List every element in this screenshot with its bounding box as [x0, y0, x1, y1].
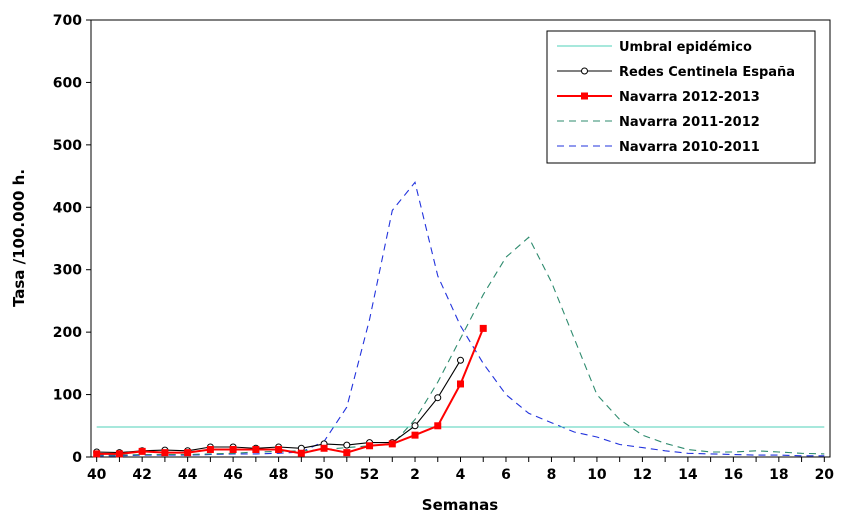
data-point — [457, 356, 464, 364]
x-tick-label: 14 — [678, 467, 698, 483]
x-tick-label: 12 — [633, 467, 652, 483]
data-point — [343, 441, 351, 449]
data-point — [184, 449, 192, 457]
x-tick-label: 4 — [456, 467, 466, 483]
legend-marker — [581, 92, 588, 100]
y-tick-label: 200 — [53, 325, 82, 341]
legend-label: Umbral epidémico — [619, 40, 752, 55]
x-tick-label: 18 — [769, 467, 788, 483]
data-point — [457, 380, 464, 388]
y-tick-label: 700 — [53, 13, 82, 29]
y-tick-label: 400 — [53, 200, 82, 216]
x-tick-label: 44 — [178, 467, 198, 483]
data-point — [252, 446, 260, 454]
data-point — [434, 422, 442, 430]
y-tick-label: 600 — [53, 75, 82, 91]
data-point — [479, 324, 487, 332]
series-navarra-2012-2013-line — [96, 328, 485, 455]
data-point — [297, 449, 305, 457]
x-tick-label: 40 — [87, 467, 107, 483]
legend-label: Navarra 2012-2013 — [619, 90, 760, 105]
legend-label: Navarra 2010-2011 — [619, 140, 760, 155]
y-tick-label: 500 — [53, 138, 82, 154]
x-tick-label: 50 — [314, 467, 334, 483]
x-tick-label: 16 — [724, 467, 743, 483]
y-tick-label: 0 — [72, 450, 82, 466]
data-point — [411, 431, 419, 439]
data-point — [115, 450, 123, 458]
series-navarra-2010-2011 — [96, 181, 825, 457]
legend: Umbral epidémico Redes Centinela España Na… — [546, 30, 816, 164]
data-point — [93, 450, 101, 458]
x-tick-label: 42 — [132, 467, 151, 483]
series-navarra-2010-2011-line — [96, 181, 825, 457]
data-point — [320, 444, 328, 452]
x-tick-label: 8 — [547, 467, 557, 483]
data-point — [343, 449, 351, 457]
y-tick-label: 100 — [53, 388, 82, 404]
data-point — [388, 440, 396, 448]
series-layer — [93, 181, 825, 458]
data-point — [434, 394, 442, 402]
x-tick-label: 52 — [360, 467, 379, 483]
series-navarra-2011-2012 — [96, 236, 825, 456]
x-tick-label: 2 — [410, 467, 420, 483]
series-navarra-2011-2012-line — [96, 236, 825, 456]
data-point — [206, 446, 214, 454]
y-tick-label: 300 — [53, 263, 82, 279]
x-tick-label: 48 — [269, 467, 288, 483]
legend-marker — [581, 67, 588, 75]
series-navarra-2012-2013 — [93, 324, 487, 458]
x-tick-label: 6 — [501, 467, 511, 483]
x-tick-label: 46 — [223, 467, 242, 483]
legend-label: Navarra 2011-2012 — [619, 115, 760, 130]
series-redes-centinela-espa-a — [93, 356, 464, 457]
data-point — [161, 449, 169, 457]
data-point — [138, 447, 146, 455]
data-point — [275, 446, 283, 454]
legend-label: Redes Centinela España — [619, 65, 795, 80]
x-axis-title: Semanas — [422, 496, 499, 514]
x-tick-label: 20 — [815, 467, 835, 483]
data-point — [366, 442, 374, 450]
y-axis-title: Tasa /100.000 h. — [10, 169, 28, 307]
data-point — [229, 446, 237, 454]
data-point — [411, 422, 419, 430]
x-tick-label: 10 — [587, 467, 607, 483]
